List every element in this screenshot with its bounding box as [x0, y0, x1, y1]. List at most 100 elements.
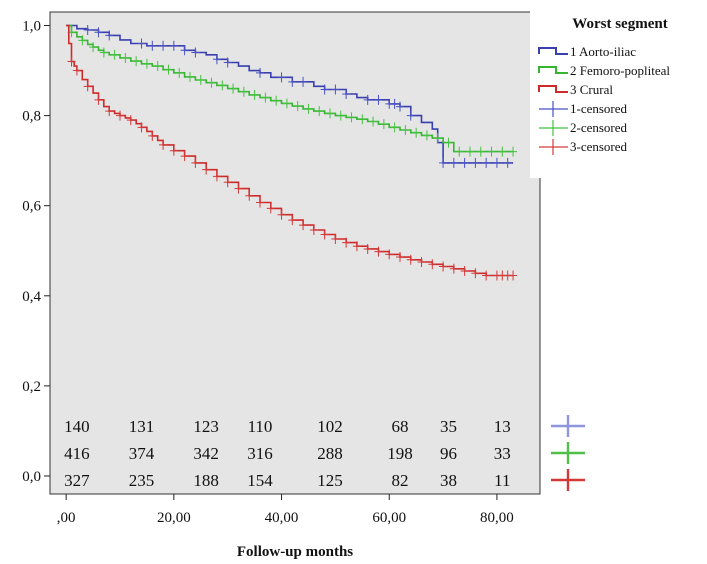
censor-mark-aorto [449, 157, 458, 168]
censor-mark-aorto [288, 76, 297, 87]
at-risk-count-aorto: 35 [440, 417, 457, 436]
censor-mark-crural [482, 270, 491, 281]
censor-mark-crural [223, 177, 232, 188]
at-risk-table: 140 131 123 110 102 68 35 13 416 374 342 316 288 198 9… [64, 415, 585, 491]
censor-mark-crural [471, 268, 480, 279]
censor-mark-crural [105, 106, 114, 117]
censor-mark-crural [396, 252, 404, 263]
x-tick-label: 40,00 [265, 510, 299, 526]
censor-mark-femoro [250, 89, 259, 100]
censor-mark-aorto [299, 76, 308, 87]
axes: 0,0 0,2 0,4 0,6 0,8 1,0 ,00 20,00 40,00 60,00 80,0… [22, 19, 514, 526]
censor-mark-aorto [256, 67, 264, 78]
censor-mark-crural [363, 243, 372, 254]
at-risk-count-aorto: 140 [64, 417, 90, 436]
censor-mark-aorto [169, 40, 178, 51]
at-risk-count-femoro: 342 [193, 444, 219, 463]
at-risk-count-aorto: 68 [392, 417, 409, 436]
censor-mark-crural [137, 122, 146, 133]
legend-entry: 1-censored [570, 101, 628, 116]
censor-mark-femoro [326, 108, 334, 119]
censor-mark-femoro [132, 56, 141, 67]
at-risk-count-crural: 38 [440, 471, 457, 490]
censor-mark-aorto [320, 84, 329, 95]
censor-mark-femoro [293, 101, 302, 112]
censor-mark-femoro [433, 133, 442, 144]
x-tick-label: 60,00 [372, 510, 406, 526]
x-tick-label: ,00 [57, 510, 76, 526]
censor-mark-crural [385, 249, 394, 260]
censor-mark-femoro [498, 146, 507, 157]
censor-mark-crural [159, 139, 168, 150]
censor-mark-femoro [444, 137, 453, 148]
censor-mark-femoro [196, 75, 205, 86]
at-risk-count-crural: 154 [247, 471, 273, 490]
censor-mark-crural [266, 203, 275, 214]
censor-mark-femoro [218, 80, 227, 91]
censor-mark-crural [406, 254, 415, 265]
censor-mark-crural [320, 229, 329, 240]
censor-mark-femoro [379, 119, 388, 130]
censor-mark-crural [342, 237, 351, 248]
legend-entry: 3-censored [570, 139, 628, 154]
censor-mark-femoro [358, 114, 367, 125]
at-risk-marker-aorto [551, 415, 585, 437]
at-risk-count-aorto: 110 [248, 417, 273, 436]
censor-mark-femoro [412, 127, 421, 138]
at-risk-count-crural: 235 [129, 471, 155, 490]
censor-mark-aorto [148, 40, 157, 51]
censor-mark-aorto [363, 94, 372, 105]
censor-mark-crural [126, 115, 135, 126]
y-tick-label: 0,4 [22, 289, 41, 305]
at-risk-count-femoro: 96 [440, 444, 457, 463]
censor-mark-crural [299, 220, 308, 231]
censor-mark-crural [331, 234, 340, 245]
censor-mark-femoro [509, 146, 518, 157]
y-tick-label: 0,6 [22, 199, 41, 215]
x-tick-label: 20,00 [157, 510, 191, 526]
y-tick-label: 1,0 [22, 19, 41, 35]
censor-mark-crural [449, 263, 458, 274]
censor-mark-aorto [396, 101, 404, 112]
at-risk-count-crural: 11 [494, 471, 510, 490]
censor-mark-femoro [164, 64, 173, 75]
censor-mark-femoro [239, 86, 248, 97]
censor-mark-femoro [261, 92, 270, 103]
at-risk-marker-femoro [551, 442, 585, 464]
at-risk-count-femoro: 374 [129, 444, 155, 463]
censor-mark-femoro [78, 35, 87, 46]
at-risk-count-crural: 327 [64, 471, 90, 490]
censor-mark-crural [202, 164, 211, 175]
x-tick-label: 80,00 [480, 510, 514, 526]
censor-mark-femoro [369, 116, 378, 127]
legend-title: Worst segment [572, 16, 667, 32]
censor-mark-femoro [207, 77, 216, 88]
censor-mark-crural [256, 197, 264, 208]
censor-mark-crural [417, 257, 426, 268]
censor-mark-crural [191, 157, 200, 168]
censor-mark-aorto [94, 27, 103, 38]
legend-line-crural [538, 85, 568, 93]
censor-mark-aorto [342, 88, 351, 99]
censor-mark-femoro [347, 112, 356, 123]
censor-mark-crural [309, 225, 318, 236]
at-risk-count-femoro: 316 [247, 444, 273, 463]
censor-mark-aorto [137, 38, 146, 49]
legend-entry: 2 Femoro-popliteal [570, 63, 670, 78]
censor-mark-femoro [142, 58, 151, 69]
legend-line-aorto [538, 47, 568, 55]
censor-mark-crural [212, 171, 221, 182]
at-risk-marker-crural [551, 469, 585, 491]
censor-mark-femoro [390, 122, 399, 133]
censor-mark-aorto [159, 40, 168, 51]
censor-mark-crural [180, 151, 189, 162]
censor-mark-femoro [175, 67, 184, 78]
censor-mark-aorto [390, 98, 399, 109]
censor-mark-aorto [460, 157, 469, 168]
censor-mark-crural [374, 246, 383, 257]
censor-mark-femoro [315, 106, 324, 117]
censor-mark-femoro [110, 49, 119, 60]
censor-mark-femoro [186, 71, 194, 82]
censor-mark-femoro [422, 130, 431, 141]
